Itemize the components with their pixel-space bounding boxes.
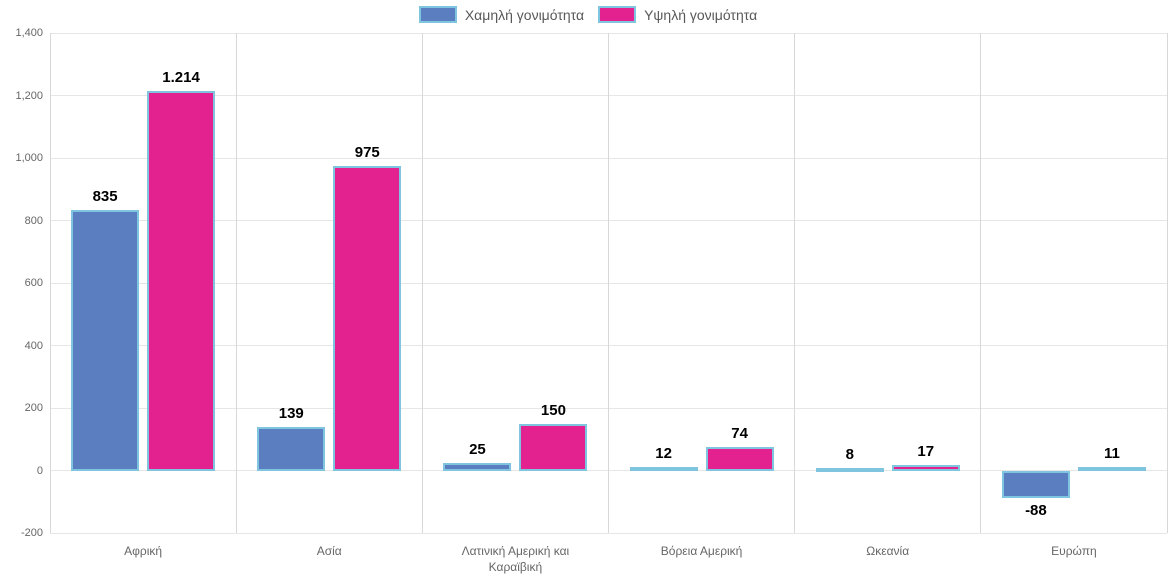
y-axis-tick-label: 400 [24,339,43,352]
y-axis-tick-label: 600 [24,277,43,289]
bar-high-fertility-0 [147,91,216,471]
bar-low-fertility-2 [443,462,512,471]
x-axis-category-text: Ευρώπη [1051,544,1097,558]
bar-value-label: 8 [845,446,854,463]
bar-low-fertility-1 [257,427,326,471]
bar-high-fertility-3 [705,447,774,471]
bar-high-fertility-5 [1077,467,1146,472]
bar-value-label: 139 [278,405,304,423]
chart-legend: Χαμηλή γονιμότητα Υψηλή γονιμότητα [0,6,1176,23]
x-axis-category-text: Αφρική [124,544,163,558]
x-axis-category-label-1: Ασία [236,543,422,559]
category-separator-line [49,33,51,533]
legend-label: Υψηλή γονιμότητα [644,6,758,23]
category-separator-line [235,33,237,533]
bar-value-label: 1.214 [162,69,200,87]
category-separator-line [794,33,796,533]
bar-high-fertility-2 [519,423,588,471]
category-separator-line [421,33,423,533]
y-axis-tick-label: -200 [20,527,43,539]
legend-swatch-icon [418,6,457,23]
y-axis-tick-label: 800 [24,214,43,227]
category-separator-line [980,33,982,533]
legend-swatch-icon [598,6,637,23]
bar-low-fertility-5 [1001,470,1070,498]
x-axis-category-label-3: Βόρεια Αμερική [609,543,795,559]
bar-value-label: 975 [354,143,380,161]
bar-value-label: 17 [917,443,935,461]
x-axis-category-label-5: Ευρώπη [981,543,1167,559]
x-axis-category-text: Ωκεανία [866,544,910,558]
bar-value-label: 11 [1103,445,1120,463]
bar-value-label: -88 [1025,502,1047,519]
y-axis-tick-label: 1,400 [15,27,43,39]
category-separator-line [608,33,609,533]
x-axis-category-text: Λατινική Αμερική και Καραϊβική [461,544,570,575]
legend-item-1[interactable]: Υψηλή γονιμότητα [598,6,757,23]
bar-low-fertility-4 [815,468,884,472]
bar-value-label: 12 [655,444,672,462]
x-axis-category-text: Βόρεια Αμερική [660,544,743,558]
legend-label: Χαμηλή γονιμότητα [464,6,585,23]
y-axis-tick-label: 1,200 [15,89,43,102]
x-axis-category-label-4: Ωκεανία [795,543,981,559]
y-axis-tick-label: 0 [36,464,43,477]
y-axis-tick-label: 200 [24,402,43,414]
y-axis-tick-label: 1,000 [15,152,43,164]
gridline-y--200 [50,532,1167,534]
bar-value-label: 25 [469,440,486,458]
bar-low-fertility-0 [71,209,140,471]
bar-value-label: 150 [540,401,566,419]
bar-high-fertility-1 [333,165,402,471]
bar-low-fertility-3 [629,466,698,471]
x-axis-category-label-2: Λατινική Αμερική και Καραϊβική [422,543,608,575]
bar-value-label: 835 [92,187,118,205]
bar-high-fertility-4 [891,465,960,471]
x-axis-category-text: Ασία [316,544,342,558]
bar-value-label: 74 [731,425,748,443]
category-separator-line [1166,33,1168,533]
legend-item-0[interactable]: Χαμηλή γονιμότητα [418,6,585,23]
x-axis-category-label-0: Αφρική [50,543,236,559]
